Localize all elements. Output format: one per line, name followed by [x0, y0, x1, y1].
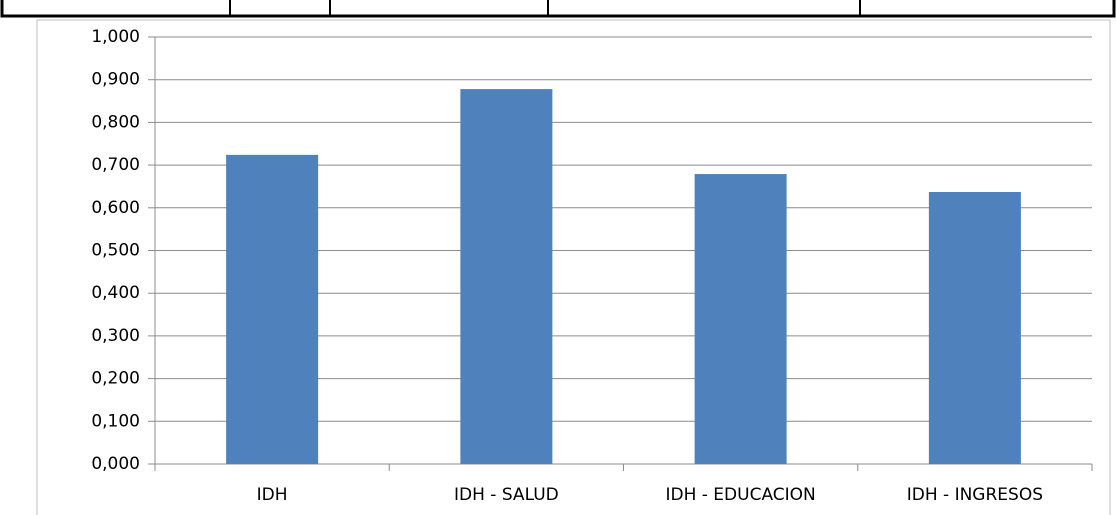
y-tick-label: 0,900: [91, 70, 140, 90]
y-tick-label: 0,200: [91, 369, 140, 389]
x-tick-label: IDH - INGRESOS: [907, 485, 1043, 505]
bar: [928, 192, 1021, 464]
table-strip: [0, 0, 1116, 18]
y-tick-label: 0,400: [91, 283, 140, 303]
bar: [460, 89, 553, 465]
y-tick-label: 0,700: [91, 155, 140, 175]
y-tick-label: 0,800: [91, 112, 140, 132]
x-tick-label: IDH: [257, 485, 288, 505]
y-tick-label: 0,600: [91, 198, 140, 218]
y-tick-label: 0,500: [91, 241, 140, 261]
chart-frame: [36, 19, 1111, 515]
y-tick-label: 0,000: [91, 454, 140, 474]
bar: [694, 174, 787, 464]
bar: [226, 154, 319, 465]
x-tick-label: IDH - SALUD: [454, 485, 559, 505]
y-tick-label: 1,000: [91, 27, 140, 47]
y-tick-label: 0,100: [91, 411, 140, 431]
y-tick-label: 0,300: [91, 326, 140, 346]
x-tick-label: IDH - EDUCACION: [665, 485, 815, 505]
